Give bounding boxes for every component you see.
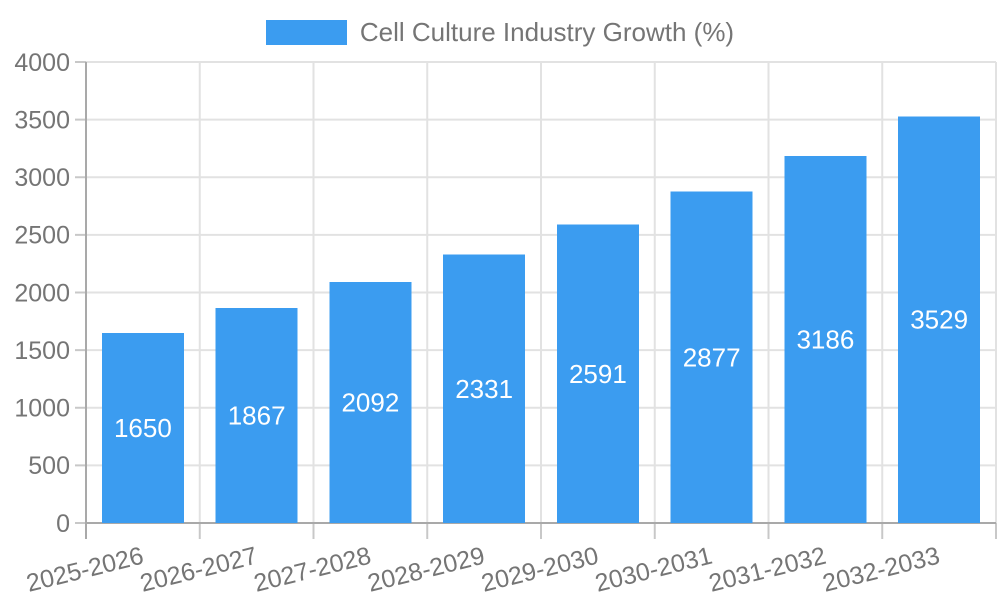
x-tick-label: 2027-2028 [251, 542, 374, 598]
x-tick-label: 2029-2030 [479, 542, 602, 598]
y-tick-label: 500 [28, 452, 70, 480]
bar-2029-2030[interactable] [556, 224, 639, 523]
bar-value-label: 2591 [569, 359, 627, 389]
y-tick-label: 1000 [14, 395, 70, 423]
y-tick-label: 1500 [14, 337, 70, 365]
y-tick-label: 0 [56, 510, 70, 538]
bar-value-label: 1867 [228, 401, 286, 431]
bar-2027-2028[interactable] [329, 281, 412, 523]
legend[interactable]: Cell Culture Industry Growth (%) [0, 19, 1000, 45]
y-tick-label: 4000 [14, 49, 70, 77]
x-tick-label: 2026-2027 [137, 542, 260, 598]
bar-value-label: 2331 [455, 374, 513, 404]
legend-label: Cell Culture Industry Growth (%) [359, 17, 735, 47]
bar-2026-2027[interactable] [215, 307, 298, 523]
x-tick-label: 2031-2032 [706, 542, 829, 598]
bar-value-label: 3529 [910, 305, 968, 335]
bar-value-label: 2877 [683, 342, 741, 372]
bar-2025-2026[interactable] [101, 332, 184, 523]
x-tick-label: 2025-2026 [24, 542, 147, 598]
bar-2031-2032[interactable] [784, 155, 867, 523]
y-tick-label: 2500 [14, 222, 70, 250]
bar-value-label: 1650 [114, 413, 172, 443]
x-tick-label: 2030-2031 [592, 542, 715, 598]
y-tick-label: 2000 [14, 279, 70, 307]
x-tick-label: 2028-2029 [365, 542, 488, 598]
y-tick-label: 3000 [14, 164, 70, 192]
bar-2028-2029[interactable] [443, 254, 526, 524]
bar-2030-2031[interactable] [670, 191, 753, 523]
x-tick-label: 2032-2033 [820, 542, 943, 598]
y-tick-label: 3500 [14, 106, 70, 134]
bar-value-label: 3186 [796, 325, 854, 355]
legend-swatch [265, 19, 347, 45]
bar-value-label: 2092 [341, 388, 399, 418]
bar-2032-2033[interactable] [898, 116, 981, 524]
